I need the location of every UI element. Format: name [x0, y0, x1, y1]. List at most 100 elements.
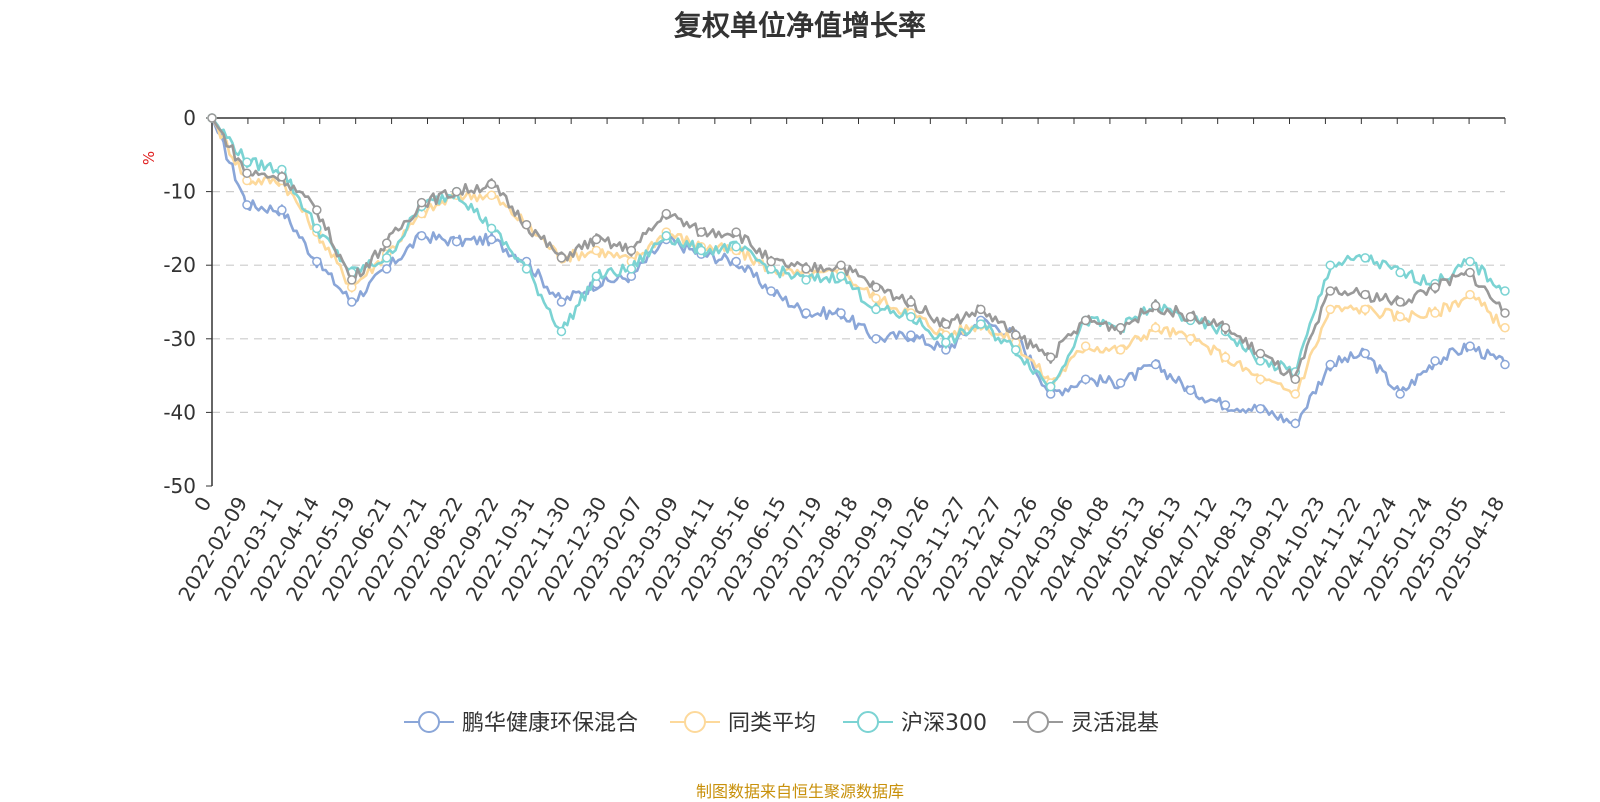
data-point: [486, 234, 497, 245]
data-point: [766, 256, 776, 267]
data-point: [941, 319, 951, 329]
data-point: [766, 286, 776, 296]
y-tick-label: -50: [163, 474, 196, 498]
series-line: [210, 117, 1507, 425]
data-point: [1360, 253, 1370, 263]
data-point: [1465, 267, 1475, 278]
data-point: [1395, 389, 1405, 399]
data-point: [871, 282, 881, 293]
data-point: [801, 264, 811, 274]
data-point: [1150, 359, 1161, 370]
data-point: [626, 264, 637, 274]
data-point: [1290, 389, 1301, 399]
legend-marker: [418, 711, 440, 733]
data-point: [1430, 282, 1440, 293]
legend-label: 灵活混基: [1071, 711, 1159, 736]
data-point: [1080, 315, 1091, 326]
data-point: [1220, 323, 1231, 333]
data-point: [556, 253, 567, 263]
data-point: [277, 172, 287, 182]
data-point: [556, 297, 567, 307]
data-point: [661, 208, 672, 219]
series-line: [210, 117, 1506, 383]
data-point: [451, 236, 462, 247]
data-point: [1185, 334, 1196, 344]
data-point: [1150, 300, 1161, 311]
x-tick-label: 0: [189, 493, 216, 516]
data-point: [906, 297, 916, 307]
data-point: [801, 308, 811, 318]
data-point: [521, 219, 532, 230]
data-point: [696, 227, 706, 237]
data-point: [836, 271, 846, 281]
data-point: [1290, 418, 1301, 429]
y-tick-label: 0: [183, 106, 196, 130]
data-point: [626, 245, 637, 256]
y-tick-label: -20: [163, 253, 196, 277]
data-point: [1325, 260, 1336, 270]
data-point: [731, 256, 741, 267]
data-point: [1290, 374, 1301, 385]
data-point: [1430, 356, 1440, 366]
data-point: [521, 264, 532, 274]
data-point: [1220, 400, 1231, 410]
data-point: [591, 245, 602, 256]
data-point: [1011, 345, 1021, 355]
data-point: [486, 179, 497, 189]
data-point: [312, 223, 322, 234]
data-point: [1325, 286, 1336, 296]
legend-label: 同类平均: [728, 711, 816, 736]
data-point: [1500, 359, 1510, 370]
data-point: [277, 205, 287, 215]
data-point: [207, 113, 217, 123]
legend-marker: [857, 711, 879, 733]
data-point: [1115, 345, 1126, 355]
data-point: [1465, 256, 1475, 267]
data-point: [1255, 348, 1266, 359]
data-point: [836, 260, 846, 270]
data-point: [1255, 403, 1266, 414]
data-point: [556, 326, 567, 337]
data-point: [1220, 352, 1231, 362]
data-point: [836, 308, 846, 318]
data-point: [1395, 267, 1405, 278]
data-point: [1185, 311, 1196, 322]
legend-marker: [684, 711, 706, 733]
data-point: [486, 190, 497, 201]
data-point: [381, 238, 392, 248]
data-point: [1360, 304, 1370, 315]
data-point: [451, 186, 462, 197]
data-point: [242, 168, 252, 178]
data-point: [696, 245, 706, 256]
series-line: [210, 117, 1506, 397]
data-point: [347, 275, 357, 285]
y-tick-label: -10: [163, 180, 196, 204]
data-point: [1395, 311, 1405, 322]
data-point: [242, 200, 252, 210]
data-point: [871, 334, 881, 344]
data-point: [1185, 385, 1196, 396]
data-point: [1045, 352, 1056, 362]
data-point: [347, 297, 357, 307]
data-point: [1465, 289, 1475, 300]
data-point: [1115, 378, 1126, 388]
series-line: [210, 117, 1506, 389]
data-point: [381, 253, 392, 263]
data-point: [416, 231, 427, 241]
data-point: [1080, 374, 1091, 385]
data-point: [312, 256, 322, 267]
data-point: [906, 311, 916, 322]
data-point: [1500, 323, 1510, 333]
data-point: [1115, 323, 1126, 333]
chart-source-note: 制图数据来自恒生聚源数据库: [695, 782, 904, 801]
legend-marker: [1027, 711, 1049, 733]
data-point: [731, 227, 741, 237]
legend-label: 沪深300: [901, 711, 987, 736]
data-point: [1325, 304, 1336, 315]
data-point: [661, 231, 672, 241]
data-point: [381, 264, 392, 274]
data-point: [1360, 348, 1370, 359]
data-point: [801, 275, 811, 285]
data-point: [486, 223, 497, 234]
